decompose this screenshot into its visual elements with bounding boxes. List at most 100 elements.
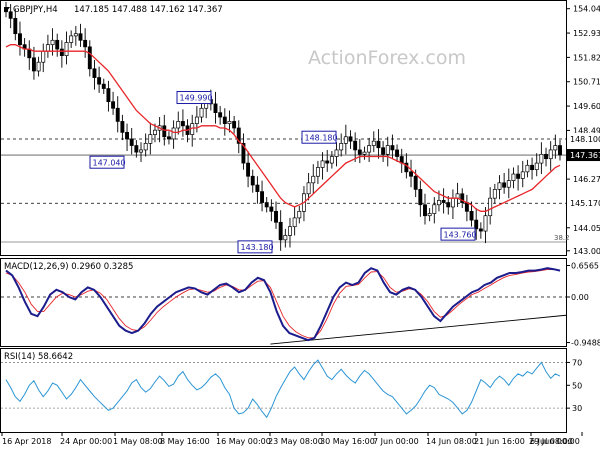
- price-axis: 154.040 152.930 151.820 150.710 149.600 148.4…: [566, 5, 600, 256]
- x-tick-label: 23 May 08:00: [268, 437, 323, 446]
- macd-panel-frame: [0, 258, 567, 347]
- candle-body: [334, 149, 339, 157]
- moving-average-line: [5, 44, 561, 212]
- candle-body: [353, 140, 358, 151]
- candle-body: [180, 121, 185, 127]
- candle-body: [41, 50, 46, 63]
- candle-body: [115, 107, 120, 122]
- candle-body: [255, 184, 260, 192]
- candle-body: [45, 44, 50, 52]
- candle-body: [427, 213, 432, 217]
- candle-body: [539, 153, 544, 164]
- price-tick-label: 149.600: [573, 102, 600, 111]
- candle-body: [250, 175, 255, 186]
- candle-body: [139, 149, 143, 153]
- candle-body: [390, 145, 395, 151]
- candle-body: [371, 140, 376, 146]
- annotation-label: 149.990: [180, 94, 213, 103]
- candle-body: [464, 202, 469, 212]
- candle-body: [520, 171, 525, 179]
- candle-body: [446, 202, 451, 208]
- candle-body: [129, 138, 134, 146]
- candle-body: [516, 173, 521, 179]
- candle-body: [260, 191, 265, 203]
- level-label-bg: [567, 197, 600, 210]
- candle-body: [339, 143, 344, 151]
- candle-body: [166, 136, 171, 140]
- price-tick-label: 144.050: [573, 224, 600, 233]
- candle-body: [432, 204, 437, 214]
- current-price-label: 147.367: [570, 151, 600, 160]
- candle-body: [413, 175, 418, 190]
- rsi-content: 70 50 30: [1, 358, 582, 419]
- x-tick-label: 1 May 08:00: [113, 437, 163, 446]
- level-label: 148.100: [570, 135, 600, 144]
- macd-content: 0.6565 0.00 -0.9488: [1, 261, 600, 348]
- candle-body: [288, 226, 292, 236]
- candle-body: [441, 200, 446, 203]
- candle-body: [534, 162, 539, 171]
- x-tick-label: 21 Jun 16:00: [474, 437, 525, 446]
- x-tick-label: 16 Apr 2018: [2, 437, 51, 446]
- annotation-box: [89, 155, 125, 169]
- annotation-label: 148.180: [305, 133, 338, 142]
- candle-body: [222, 116, 227, 124]
- x-tick-label: 16 May 00:00: [216, 437, 271, 446]
- candle-body: [483, 215, 488, 232]
- candle-body: [246, 162, 251, 177]
- candle-body: [418, 189, 423, 206]
- candle-body: [548, 149, 553, 160]
- candle-body: [297, 210, 302, 219]
- ohlc-label: 147.185 147.488 147.162 147.367: [74, 5, 223, 15]
- candle-body: [171, 127, 176, 140]
- annotation-label: 143.760: [444, 230, 477, 239]
- macd-line: [5, 267, 561, 342]
- macd-tick-label: 0.00: [571, 293, 589, 302]
- price-annotations: 149.990 147.040 143.180 148.180 143.760: [89, 91, 477, 254]
- price-tick-label: 150.710: [573, 78, 600, 87]
- x-tick-label: 6 Jul 08:00: [530, 437, 573, 446]
- symbol-label: GBPJPY,H4: [13, 5, 58, 15]
- candle-body: [92, 68, 97, 78]
- level-label: 145.170: [570, 199, 600, 208]
- annotation-box: [237, 240, 273, 254]
- candle-body: [506, 180, 511, 188]
- candle-body: [469, 210, 474, 221]
- candle-body: [59, 48, 64, 56]
- annotation-box: [301, 130, 337, 144]
- price-tick-label: 152.930: [573, 29, 600, 38]
- candle-body: [544, 153, 548, 160]
- candle-body: [213, 103, 218, 113]
- candle-body: [194, 116, 199, 124]
- candle-body: [395, 149, 400, 157]
- annotation-box: [176, 91, 212, 105]
- candle-body: [27, 48, 32, 59]
- annotation-label: 143.180: [241, 243, 274, 252]
- candle-body: [558, 145, 562, 156]
- candle-body: [530, 164, 535, 171]
- candle-body: [455, 193, 460, 199]
- candle-body: [120, 121, 125, 133]
- collapse-arrow-icon[interactable]: [4, 7, 10, 11]
- macd-signal-line: [5, 269, 561, 339]
- candle-body: [83, 39, 88, 48]
- candle-body: [306, 182, 311, 195]
- candle-body: [18, 33, 22, 46]
- x-tick-label: 29 Jun 00:00: [529, 437, 580, 446]
- candle-body: [31, 57, 36, 72]
- x-axis: 16 Apr 2018 24 Apr 00:00 1 May 08:008 May …: [1, 432, 583, 446]
- rsi-tick-label: 50: [572, 381, 582, 390]
- candle-body: [111, 101, 116, 109]
- rsi-tick-label: 30: [572, 404, 582, 413]
- candle-body: [511, 173, 516, 181]
- candle-body: [423, 204, 427, 217]
- candle-body: [176, 121, 181, 129]
- candle-body: [348, 136, 353, 142]
- annotation-box: [440, 227, 476, 241]
- candle-body: [236, 127, 241, 144]
- rsi-line: [5, 359, 561, 419]
- candle-body: [13, 18, 18, 35]
- candle-body: [343, 136, 348, 144]
